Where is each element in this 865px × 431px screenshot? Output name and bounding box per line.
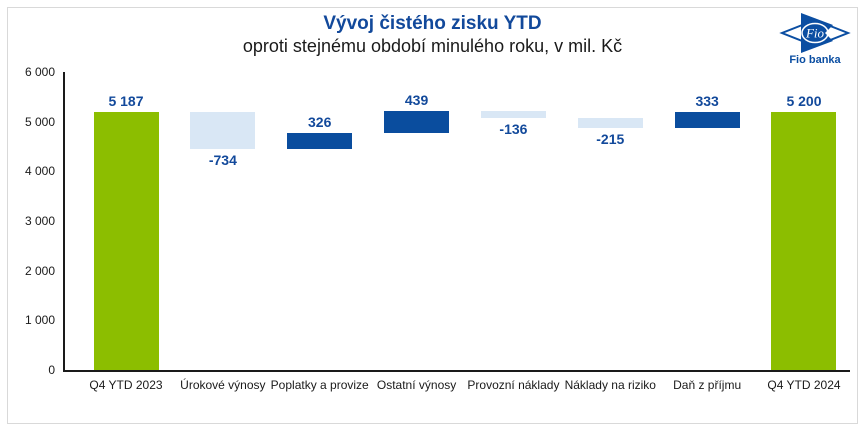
- waterfall-bar: [771, 111, 837, 370]
- bar-value-label: -215: [596, 131, 625, 148]
- bar-value-label: 5 187: [108, 93, 144, 110]
- x-axis-category-label: Provozní náklady: [467, 378, 560, 392]
- waterfall-bar: [93, 112, 159, 370]
- y-axis-tick-label: 1 000: [24, 313, 55, 328]
- y-axis-tick-label: 0: [48, 363, 55, 377]
- y-axis-tick-label: 2 000: [24, 263, 55, 278]
- logo-wordmark: Fio: [805, 26, 825, 41]
- chart-subtitle: oproti stejnému období minulého roku, v …: [242, 36, 623, 56]
- waterfall-bar: [384, 110, 450, 133]
- logo-oval-icon: [801, 22, 829, 44]
- waterfall-bar: [674, 111, 740, 129]
- waterfall-bar: [190, 112, 256, 149]
- bar-value-label: -734: [208, 151, 237, 168]
- waterfall-bar: [480, 110, 546, 118]
- bar-value-label: 326: [308, 113, 332, 130]
- x-axis-category-label: Daň z příjmu: [673, 378, 742, 392]
- y-axis-tick-label: 4 000: [24, 164, 55, 179]
- y-axis-line: [63, 72, 65, 370]
- logo-flag-icon: [801, 13, 833, 53]
- waterfall-bar: [287, 132, 353, 149]
- fio-logo: Fio Fio banka: [779, 13, 851, 66]
- logo-caption: Fio banka: [789, 54, 841, 66]
- y-axis-tick-label: 3 000: [24, 214, 55, 228]
- x-axis-category-label: Náklady na riziko: [564, 378, 656, 392]
- x-axis-category-label: Ostatní výnosy: [376, 378, 457, 392]
- x-axis-category-label: Úrokové výnosy: [180, 378, 266, 392]
- x-axis-line: [63, 370, 850, 372]
- x-axis-category-label: Q4 YTD 2024: [767, 378, 841, 392]
- bar-value-label: 333: [695, 92, 719, 109]
- bar-value-label: 439: [404, 91, 429, 108]
- bar-value-label: 5 200: [786, 92, 822, 109]
- y-axis-tick-label: 5 000: [24, 114, 55, 129]
- chart-title: Vývoj čistého zisku YTD: [323, 13, 542, 34]
- bar-value-label: -136: [499, 120, 528, 137]
- waterfall-bar: [577, 117, 643, 129]
- x-axis-category-label: Q4 YTD 2023: [89, 378, 163, 392]
- y-axis-tick-label: 6 000: [24, 65, 55, 79]
- x-axis-category-label: Poplatky a provize: [270, 378, 369, 392]
